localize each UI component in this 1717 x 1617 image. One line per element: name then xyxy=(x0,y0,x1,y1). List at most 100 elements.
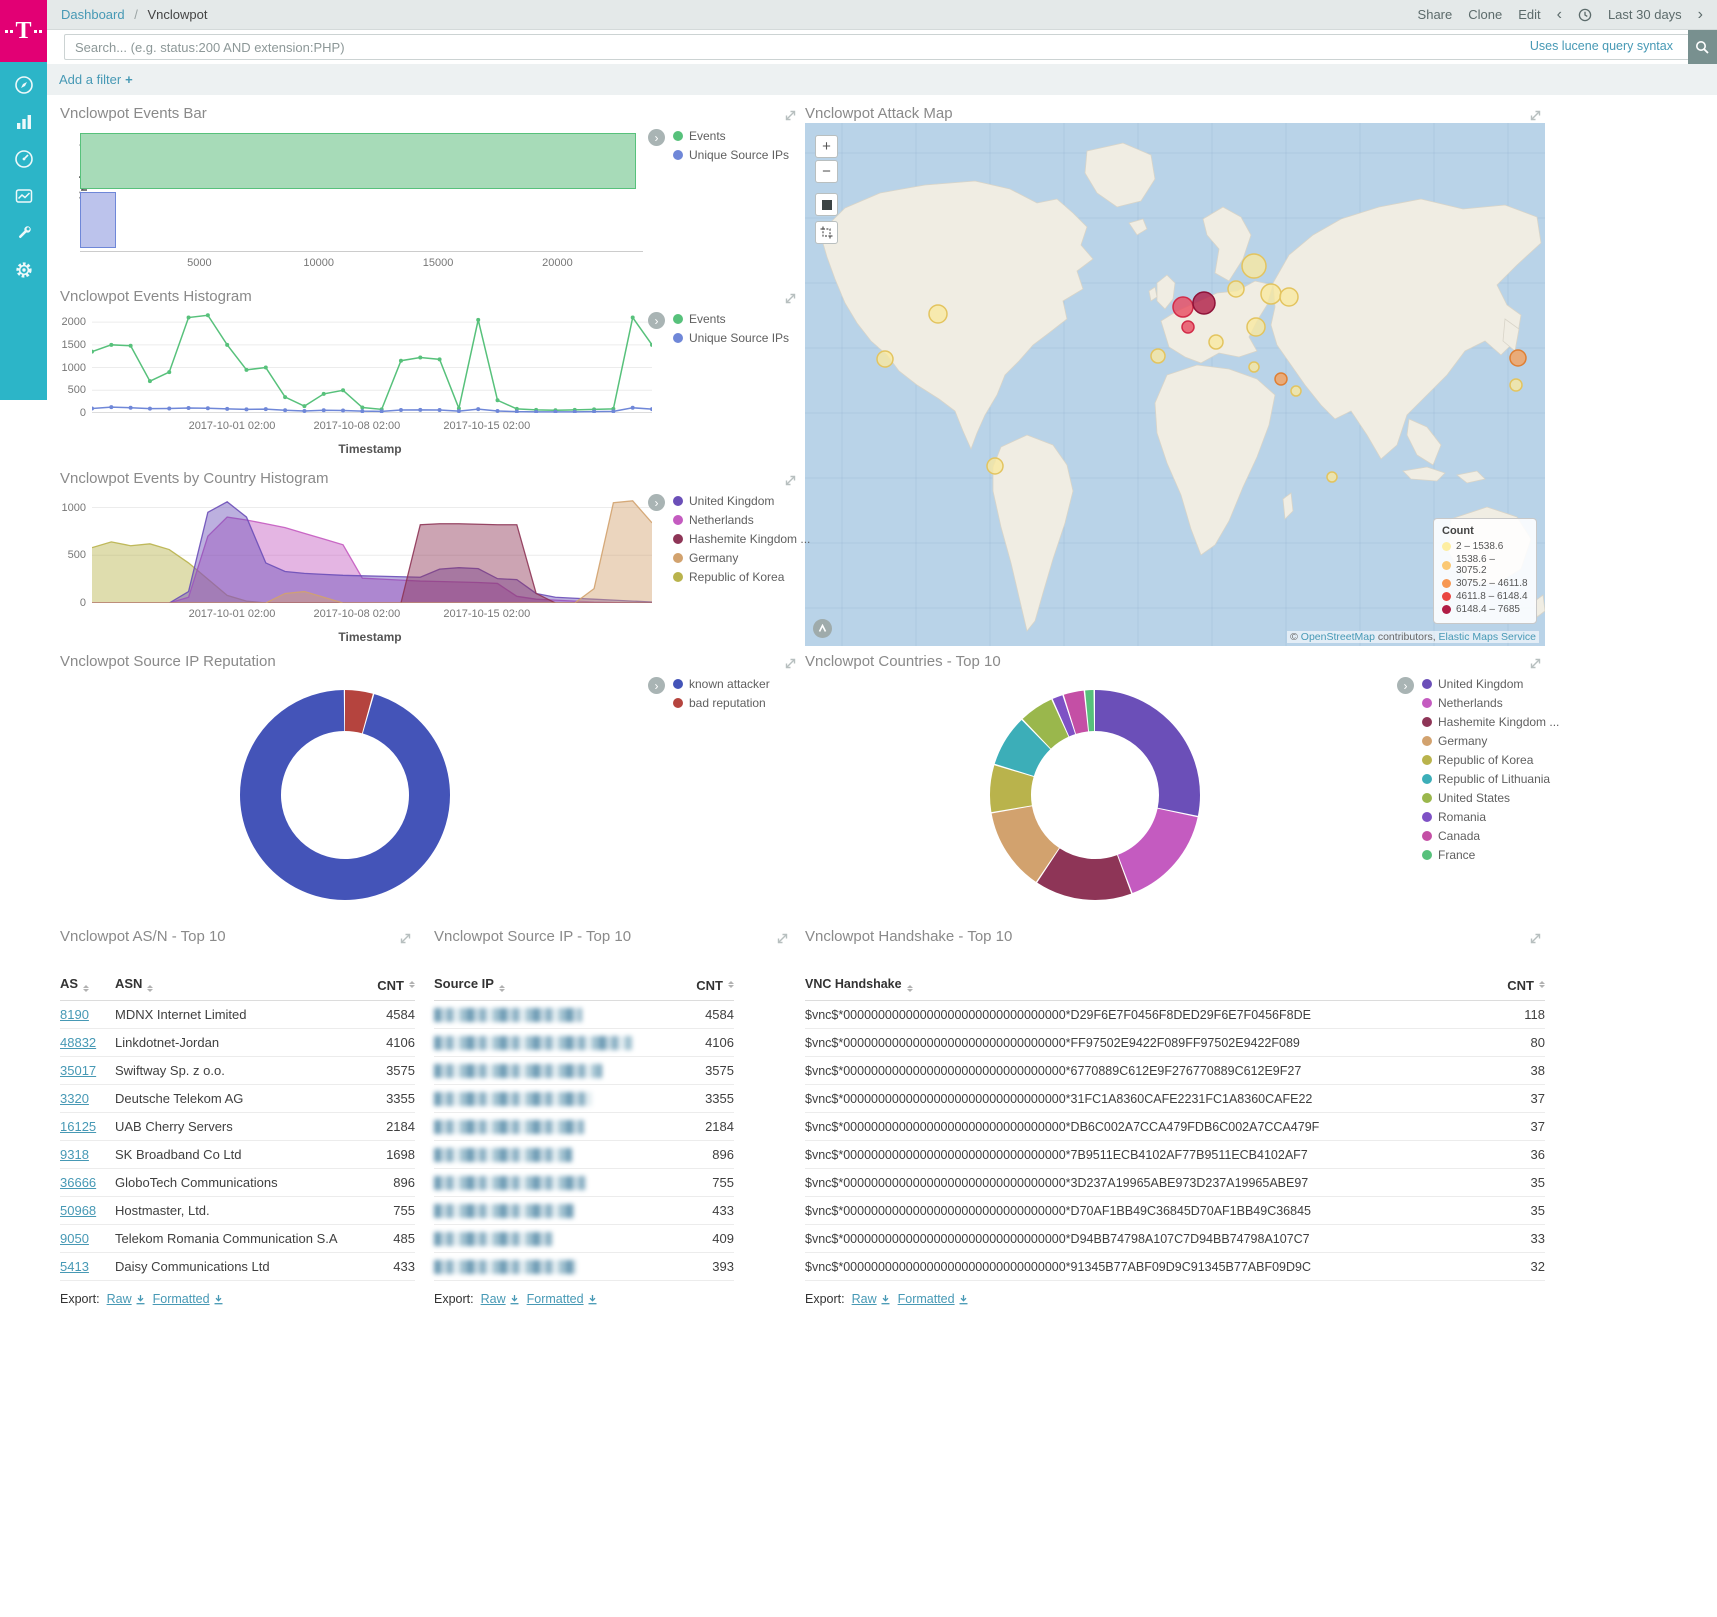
attack-location-marker[interactable] xyxy=(928,304,948,324)
column-header-asn[interactable]: ASN xyxy=(115,976,353,995)
source-ip-redacted[interactable] xyxy=(434,1259,672,1274)
attack-location-marker[interactable] xyxy=(1246,317,1266,337)
fit-bounds-button[interactable] xyxy=(815,193,838,216)
attack-location-marker[interactable] xyxy=(1181,320,1195,334)
time-back-button[interactable]: ‹ xyxy=(1556,5,1562,23)
sidebar-item-management[interactable] xyxy=(13,259,35,281)
zoom-out-button[interactable]: − xyxy=(815,160,838,183)
as-link[interactable]: 9318 xyxy=(60,1147,89,1162)
telekom-logo[interactable]: T xyxy=(0,0,47,62)
as-link[interactable]: 48832 xyxy=(60,1035,97,1050)
legend-item[interactable]: Canada xyxy=(1422,829,1559,843)
source-ip-redacted[interactable] xyxy=(434,1035,672,1050)
bar-unique-source-ips[interactable] xyxy=(80,192,116,248)
legend-item[interactable]: Germany xyxy=(673,551,810,565)
legend-item[interactable]: Republic of Lithuania xyxy=(1422,772,1559,786)
source-ip-redacted[interactable] xyxy=(434,1175,672,1190)
donut-chart[interactable] xyxy=(235,685,455,910)
attack-location-marker[interactable] xyxy=(1150,348,1166,364)
attack-location-marker[interactable] xyxy=(1509,378,1523,392)
legend-item[interactable]: Netherlands xyxy=(673,513,810,527)
breadcrumb-dashboard-link[interactable]: Dashboard xyxy=(61,7,125,22)
source-ip-redacted[interactable] xyxy=(434,1147,672,1162)
attack-location-marker[interactable] xyxy=(1192,291,1216,315)
edit-button[interactable]: Edit xyxy=(1518,7,1541,22)
attribution-toggle-icon[interactable] xyxy=(813,619,832,638)
donut-segment[interactable] xyxy=(990,690,1200,900)
legend-item[interactable]: Events xyxy=(673,129,789,143)
donut-segment[interactable] xyxy=(990,690,1200,900)
source-ip-redacted[interactable] xyxy=(434,1119,672,1134)
column-header-cnt[interactable]: CNT xyxy=(353,978,415,993)
legend-toggle-icon[interactable]: › xyxy=(648,129,665,146)
add-filter-button[interactable]: Add a filter + xyxy=(59,72,133,87)
attack-location-marker[interactable] xyxy=(1279,287,1299,307)
attack-location-marker[interactable] xyxy=(1248,361,1260,373)
zoom-in-button[interactable]: + xyxy=(815,135,838,158)
export-raw-link[interactable]: Raw xyxy=(107,1292,146,1306)
expand-icon[interactable] xyxy=(1529,109,1543,123)
as-link[interactable]: 35017 xyxy=(60,1063,97,1078)
source-ip-redacted[interactable] xyxy=(434,1007,672,1022)
legend-toggle-icon[interactable]: › xyxy=(648,312,665,329)
attack-location-marker[interactable] xyxy=(1509,349,1527,367)
source-ip-redacted[interactable] xyxy=(434,1091,672,1106)
as-link[interactable]: 50968 xyxy=(60,1203,97,1218)
legend-item[interactable]: United Kingdom xyxy=(1422,677,1559,691)
donut-segment[interactable] xyxy=(240,690,450,900)
attack-location-marker[interactable] xyxy=(1172,296,1194,318)
search-button[interactable] xyxy=(1688,30,1717,64)
attack-location-marker[interactable] xyxy=(1241,253,1267,279)
legend-item[interactable]: Republic of Korea xyxy=(1422,753,1559,767)
sidebar-item-dashboard[interactable] xyxy=(13,148,35,170)
as-link[interactable]: 36666 xyxy=(60,1175,97,1190)
column-header-cnt[interactable]: CNT xyxy=(1483,978,1545,993)
donut-segment[interactable] xyxy=(989,689,1201,901)
legend-toggle-icon[interactable]: › xyxy=(648,494,665,511)
search-input[interactable] xyxy=(64,34,1717,60)
legend-toggle-icon[interactable]: › xyxy=(648,677,665,694)
donut-segment[interactable] xyxy=(985,685,1205,905)
elastic-maps-link[interactable]: Elastic Maps Service xyxy=(1438,631,1536,643)
legend-item[interactable]: Unique Source IPs xyxy=(673,331,789,345)
as-link[interactable]: 3320 xyxy=(60,1091,89,1106)
clone-button[interactable]: Clone xyxy=(1468,7,1503,22)
export-formatted-link[interactable]: Formatted xyxy=(898,1292,969,1306)
legend-item[interactable]: Netherlands xyxy=(1422,696,1559,710)
sidebar-item-devtools[interactable] xyxy=(13,222,35,244)
sidebar-item-discover[interactable] xyxy=(13,74,35,96)
legend-item[interactable]: United States xyxy=(1422,791,1559,805)
expand-icon[interactable] xyxy=(784,474,798,488)
time-range-button[interactable]: Last 30 days xyxy=(1607,7,1682,22)
attack-location-marker[interactable] xyxy=(986,457,1004,475)
donut-segment[interactable] xyxy=(987,687,1204,904)
attack-location-marker[interactable] xyxy=(1260,283,1282,305)
sidebar-item-visualize[interactable] xyxy=(13,111,35,133)
attack-location-marker[interactable] xyxy=(1326,471,1338,483)
attack-location-marker[interactable] xyxy=(876,350,894,368)
export-formatted-link[interactable]: Formatted xyxy=(527,1292,598,1306)
expand-icon[interactable] xyxy=(776,932,790,946)
as-link[interactable]: 9050 xyxy=(60,1231,89,1246)
column-header-source-ip[interactable]: Source IP xyxy=(434,976,672,995)
legend-item[interactable]: Germany xyxy=(1422,734,1559,748)
as-link[interactable]: 16125 xyxy=(60,1119,97,1134)
source-ip-redacted[interactable] xyxy=(434,1231,672,1246)
lucene-syntax-link[interactable]: Uses lucene query syntax xyxy=(1529,39,1673,53)
donut-segment[interactable] xyxy=(989,689,1201,901)
export-raw-link[interactable]: Raw xyxy=(481,1292,520,1306)
donut-segment[interactable] xyxy=(985,685,1205,905)
as-link[interactable]: 5413 xyxy=(60,1259,89,1274)
expand-icon[interactable] xyxy=(1529,657,1543,671)
legend-item[interactable]: bad reputation xyxy=(673,696,770,710)
source-ip-redacted[interactable] xyxy=(434,1063,672,1078)
legend-item[interactable]: Hashemite Kingdom ... xyxy=(673,532,810,546)
legend-item[interactable]: France xyxy=(1422,848,1559,862)
expand-icon[interactable] xyxy=(784,657,798,671)
source-ip-redacted[interactable] xyxy=(434,1203,672,1218)
legend-item[interactable]: known attacker xyxy=(673,677,770,691)
export-formatted-link[interactable]: Formatted xyxy=(153,1292,224,1306)
legend-item[interactable]: Republic of Korea xyxy=(673,570,810,584)
attack-location-marker[interactable] xyxy=(1227,280,1245,298)
draw-filter-button[interactable] xyxy=(815,221,838,244)
